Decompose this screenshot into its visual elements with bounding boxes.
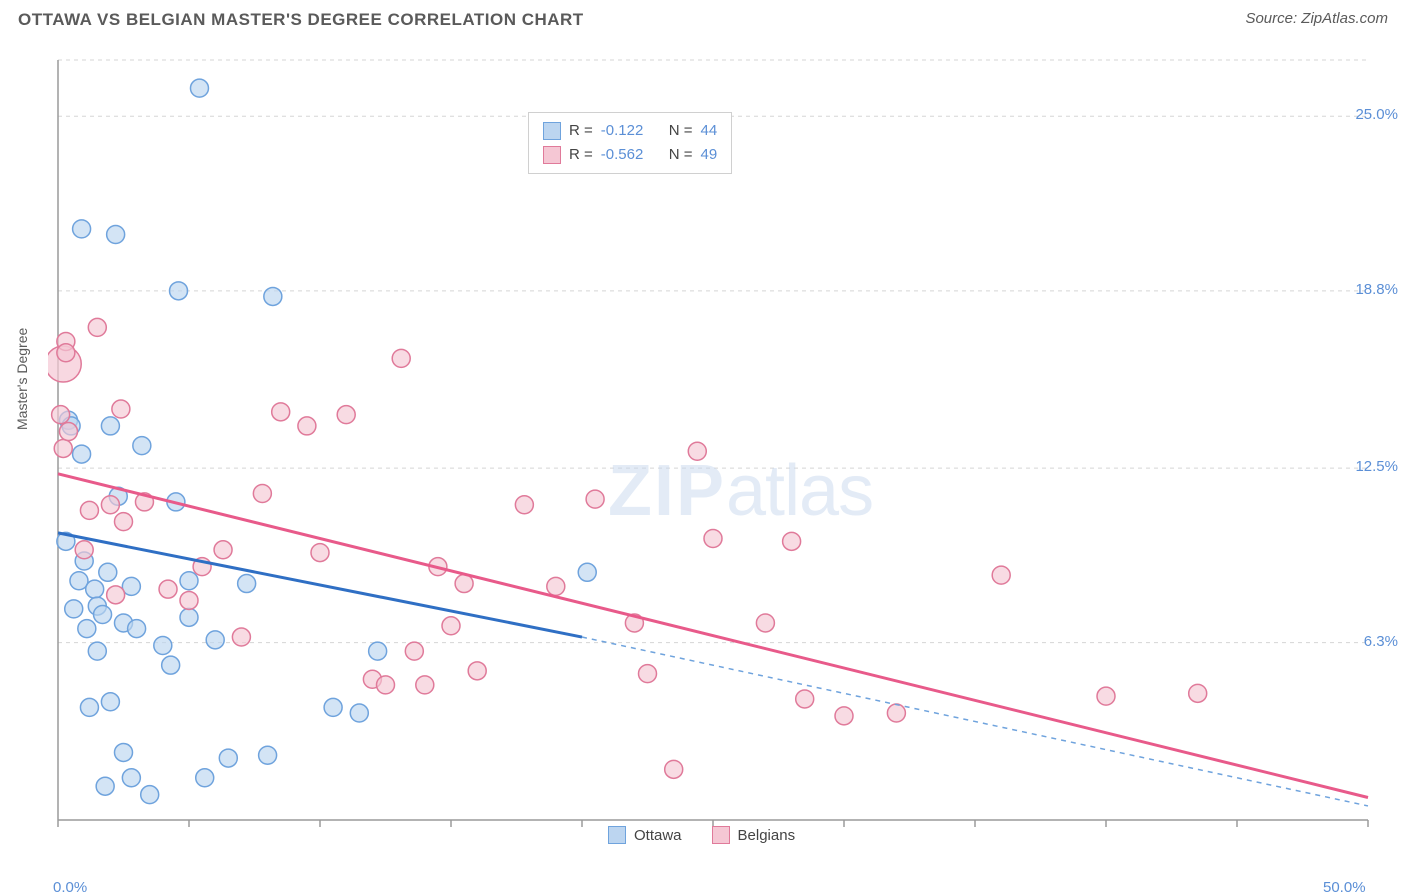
n-value: 44 — [701, 119, 718, 143]
r-value: -0.562 — [601, 143, 661, 167]
y-tick-label: 12.5% — [1355, 458, 1398, 475]
stat-legend-row: R = -0.122 N = 44 — [543, 119, 717, 143]
y-axis-label: Master's Degree — [14, 328, 30, 430]
r-value: -0.122 — [601, 119, 661, 143]
y-tick-label: 25.0% — [1355, 106, 1398, 123]
n-label: N = — [669, 143, 693, 167]
series-name: Ottawa — [634, 827, 682, 844]
x-tick-label: 50.0% — [1323, 879, 1366, 896]
series-legend-item: Belgians — [712, 826, 796, 844]
y-tick-label: 18.8% — [1355, 281, 1398, 298]
legend-swatch — [543, 122, 561, 140]
chart-title: OTTAWA VS BELGIAN MASTER'S DEGREE CORREL… — [18, 10, 584, 29]
chart-area: ZIPatlas R =-0.122N =44R =-0.562N =49 Ot… — [48, 50, 1388, 840]
legend-swatch — [543, 146, 561, 164]
correlation-legend: R = -0.122 N = 44 R = -0.562 N = 49 — [528, 112, 732, 174]
stat-legend-row: R = -0.562 N = 49 — [543, 143, 717, 167]
n-value: 49 — [701, 143, 718, 167]
y-tick-label: 6.3% — [1364, 633, 1398, 650]
legend-swatch — [712, 826, 730, 844]
r-label: R = — [569, 119, 593, 143]
series-name: Belgians — [738, 827, 796, 844]
n-label: N = — [669, 119, 693, 143]
r-label: R = — [569, 143, 593, 167]
legend-swatch — [608, 826, 626, 844]
series-legend: Ottawa Belgians — [608, 826, 795, 844]
x-tick-label: 0.0% — [53, 879, 87, 896]
series-legend-item: Ottawa — [608, 826, 682, 844]
source-label: Source: ZipAtlas.com — [1245, 10, 1388, 27]
